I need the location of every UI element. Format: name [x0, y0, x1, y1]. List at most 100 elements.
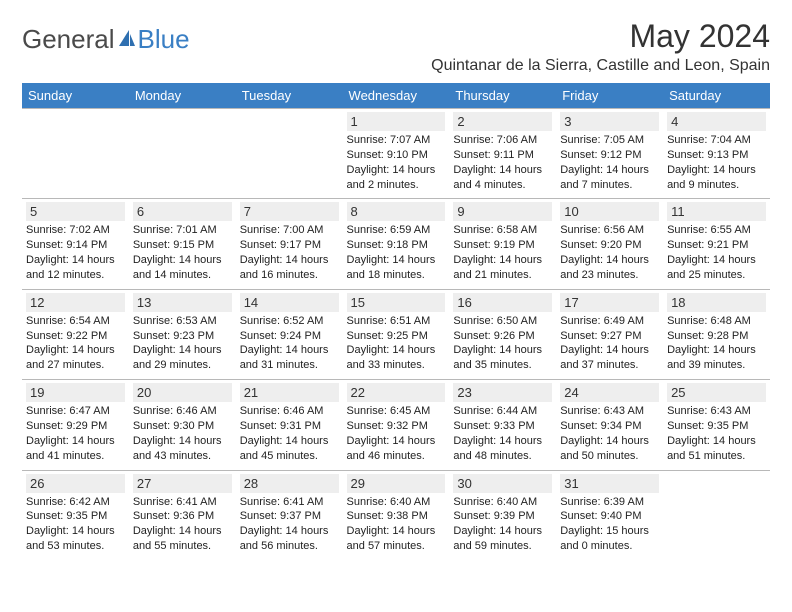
day-number: 13	[133, 293, 232, 312]
calendar-week-row: 19Sunrise: 6:47 AMSunset: 9:29 PMDayligh…	[22, 380, 770, 470]
sunrise-line: Sunrise: 6:49 AM	[560, 314, 659, 329]
daylight-line: Daylight: 14 hours and 12 minutes.	[26, 253, 125, 283]
day-number: 2	[453, 112, 552, 131]
sunrise-line: Sunrise: 6:55 AM	[667, 223, 766, 238]
sunrise-line: Sunrise: 6:47 AM	[26, 404, 125, 419]
day-number: 8	[347, 202, 446, 221]
sunrise-line: Sunrise: 7:04 AM	[667, 133, 766, 148]
calendar-table: SundayMondayTuesdayWednesdayThursdayFrid…	[22, 83, 770, 560]
calendar-day-cell: 25Sunrise: 6:43 AMSunset: 9:35 PMDayligh…	[663, 380, 770, 470]
day-number: 18	[667, 293, 766, 312]
calendar-day-cell: 26Sunrise: 6:42 AMSunset: 9:35 PMDayligh…	[22, 470, 129, 560]
sunset-line: Sunset: 9:40 PM	[560, 509, 659, 524]
calendar-day-cell: 29Sunrise: 6:40 AMSunset: 9:38 PMDayligh…	[343, 470, 450, 560]
day-number: 12	[26, 293, 125, 312]
sunset-line: Sunset: 9:25 PM	[347, 329, 446, 344]
sunset-line: Sunset: 9:24 PM	[240, 329, 339, 344]
sunset-line: Sunset: 9:19 PM	[453, 238, 552, 253]
calendar-day-cell: 31Sunrise: 6:39 AMSunset: 9:40 PMDayligh…	[556, 470, 663, 560]
calendar-day-cell: 6Sunrise: 7:01 AMSunset: 9:15 PMDaylight…	[129, 199, 236, 289]
sunset-line: Sunset: 9:15 PM	[133, 238, 232, 253]
day-number: 23	[453, 383, 552, 402]
calendar-day-cell: 1Sunrise: 7:07 AMSunset: 9:10 PMDaylight…	[343, 109, 450, 199]
calendar-day-cell: 4Sunrise: 7:04 AMSunset: 9:13 PMDaylight…	[663, 109, 770, 199]
weekday-header: Friday	[556, 83, 663, 109]
sunset-line: Sunset: 9:31 PM	[240, 419, 339, 434]
sunset-line: Sunset: 9:23 PM	[133, 329, 232, 344]
calendar-day-cell: 17Sunrise: 6:49 AMSunset: 9:27 PMDayligh…	[556, 289, 663, 379]
weekday-header: Monday	[129, 83, 236, 109]
daylight-line: Daylight: 14 hours and 46 minutes.	[347, 434, 446, 464]
calendar-day-cell: 10Sunrise: 6:56 AMSunset: 9:20 PMDayligh…	[556, 199, 663, 289]
day-number: 20	[133, 383, 232, 402]
sunrise-line: Sunrise: 6:43 AM	[560, 404, 659, 419]
calendar-header-row: SundayMondayTuesdayWednesdayThursdayFrid…	[22, 83, 770, 109]
calendar-day-cell: 19 Sunrise: 6:47 AMSunset: 9:29 PMDayligh…	[22, 380, 129, 470]
sunset-line: Sunset: 9:11 PM	[453, 148, 552, 163]
sunrise-line: Sunrise: 6:46 AM	[133, 404, 232, 419]
sunset-line: Sunset: 9:20 PM	[560, 238, 659, 253]
logo: General Blue	[22, 24, 190, 55]
sunrise-line: Sunrise: 7:05 AM	[560, 133, 659, 148]
sunrise-line: Sunrise: 6:40 AM	[347, 495, 446, 510]
daylight-line: Daylight: 14 hours and 51 minutes.	[667, 434, 766, 464]
calendar-day-cell: 14Sunrise: 6:52 AMSunset: 9:24 PMDayligh…	[236, 289, 343, 379]
sunset-line: Sunset: 9:35 PM	[26, 509, 125, 524]
day-number: 19	[26, 383, 125, 402]
calendar-day-cell: 8Sunrise: 6:59 AMSunset: 9:18 PMDaylight…	[343, 199, 450, 289]
sunset-line: Sunset: 9:39 PM	[453, 509, 552, 524]
day-number: 16	[453, 293, 552, 312]
calendar-day-cell: 20Sunrise: 6:46 AMSunset: 9:30 PMDayligh…	[129, 380, 236, 470]
calendar-week-row: 1Sunrise: 7:07 AMSunset: 9:10 PMDaylight…	[22, 109, 770, 199]
sunrise-line: Sunrise: 6:58 AM	[453, 223, 552, 238]
day-number: 26	[26, 474, 125, 493]
sunrise-line: Sunrise: 6:41 AM	[240, 495, 339, 510]
sunset-line: Sunset: 9:29 PM	[26, 419, 125, 434]
sunset-line: Sunset: 9:37 PM	[240, 509, 339, 524]
calendar-day-cell: 21Sunrise: 6:46 AMSunset: 9:31 PMDayligh…	[236, 380, 343, 470]
calendar-day-cell: 13Sunrise: 6:53 AMSunset: 9:23 PMDayligh…	[129, 289, 236, 379]
sunset-line: Sunset: 9:34 PM	[560, 419, 659, 434]
calendar-day-cell: 5Sunrise: 7:02 AMSunset: 9:14 PMDaylight…	[22, 199, 129, 289]
daylight-line: Daylight: 14 hours and 53 minutes.	[26, 524, 125, 554]
sunset-line: Sunset: 9:35 PM	[667, 419, 766, 434]
location: Quintanar de la Sierra, Castille and Leo…	[431, 57, 770, 75]
calendar-day-cell: 11Sunrise: 6:55 AMSunset: 9:21 PMDayligh…	[663, 199, 770, 289]
sunrise-line: Sunrise: 6:45 AM	[347, 404, 446, 419]
sunset-line: Sunset: 9:18 PM	[347, 238, 446, 253]
daylight-line: Daylight: 14 hours and 18 minutes.	[347, 253, 446, 283]
daylight-line: Daylight: 14 hours and 14 minutes.	[133, 253, 232, 283]
day-number: 24	[560, 383, 659, 402]
sunset-line: Sunset: 9:22 PM	[26, 329, 125, 344]
daylight-line: Daylight: 14 hours and 59 minutes.	[453, 524, 552, 554]
weekday-header: Tuesday	[236, 83, 343, 109]
calendar-day-cell: 3Sunrise: 7:05 AMSunset: 9:12 PMDaylight…	[556, 109, 663, 199]
calendar-day-cell: 28 Sunrise: 6:41 AMSunset: 9:37 PMDayligh…	[236, 470, 343, 560]
sunrise-line: Sunrise: 6:41 AM	[133, 495, 232, 510]
sunset-line: Sunset: 9:13 PM	[667, 148, 766, 163]
sunrise-line: Sunrise: 6:50 AM	[453, 314, 552, 329]
calendar-day-cell: 9Sunrise: 6:58 AMSunset: 9:19 PMDaylight…	[449, 199, 556, 289]
logo-text-blue: Blue	[138, 24, 190, 55]
calendar-day-cell: 30Sunrise: 6:40 AMSunset: 9:39 PMDayligh…	[449, 470, 556, 560]
sunrise-line: Sunrise: 7:02 AM	[26, 223, 125, 238]
month-title: May 2024	[431, 18, 770, 55]
weekday-header: Sunday	[22, 83, 129, 109]
sunset-line: Sunset: 9:30 PM	[133, 419, 232, 434]
daylight-line: Daylight: 14 hours and 56 minutes.	[240, 524, 339, 554]
daylight-line: Daylight: 14 hours and 50 minutes.	[560, 434, 659, 464]
sunset-line: Sunset: 9:10 PM	[347, 148, 446, 163]
day-number: 21	[240, 383, 339, 402]
daylight-line: Daylight: 14 hours and 41 minutes.	[26, 434, 125, 464]
day-number: 28	[240, 474, 339, 493]
day-number: 30	[453, 474, 552, 493]
title-block: May 2024 Quintanar de la Sierra, Castill…	[431, 18, 770, 75]
daylight-line: Daylight: 14 hours and 21 minutes.	[453, 253, 552, 283]
logo-text-gray: General	[22, 24, 115, 55]
day-number: 15	[347, 293, 446, 312]
daylight-line: Daylight: 14 hours and 25 minutes.	[667, 253, 766, 283]
daylight-line: Daylight: 14 hours and 57 minutes.	[347, 524, 446, 554]
daylight-line: Daylight: 14 hours and 2 minutes.	[347, 163, 446, 193]
day-number: 17	[560, 293, 659, 312]
daylight-line: Daylight: 14 hours and 48 minutes.	[453, 434, 552, 464]
